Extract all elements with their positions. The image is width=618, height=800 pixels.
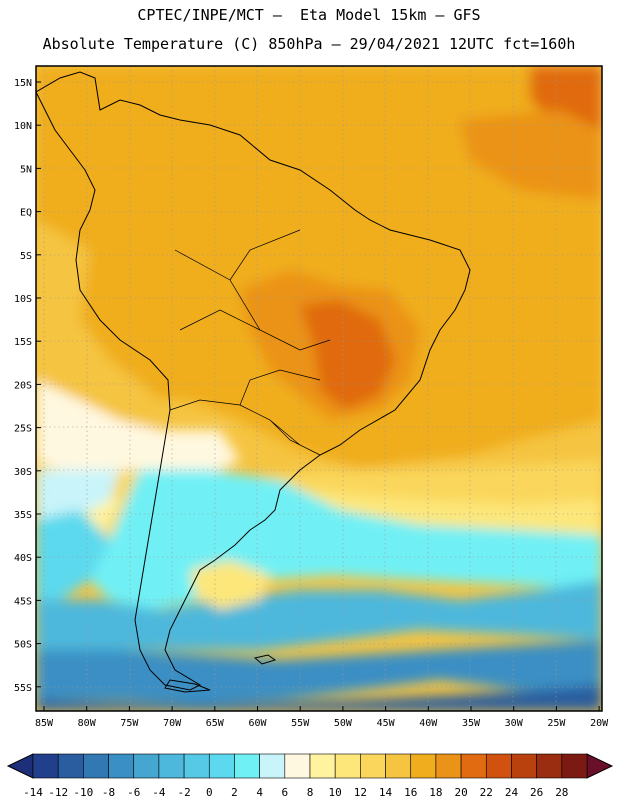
colorbar-swatch: [485, 753, 512, 779]
lat-label: 50S: [14, 640, 32, 651]
colorbar-swatch: [259, 753, 286, 779]
lat-label: 40S: [14, 553, 32, 564]
field-east-orange: [460, 110, 602, 200]
colorbar-swatch: [108, 753, 135, 779]
lon-label: 25W: [547, 718, 566, 729]
island-tierra: [164, 679, 211, 693]
map-field: [36, 66, 602, 711]
colorbar-swatch: [561, 753, 588, 779]
chart-subtitle: Absolute Temperature (C) 850hPa – 29/04/…: [42, 35, 576, 53]
colorbar-label: 16: [404, 786, 417, 799]
lat-label: 10N: [14, 121, 32, 132]
lon-label: 60W: [248, 718, 267, 729]
colorbar-swatch: [511, 753, 537, 779]
lon-label: 55W: [291, 718, 310, 729]
colorbar-swatch: [57, 753, 84, 779]
map-frame: [35, 65, 603, 712]
colorbar-label: -10: [73, 786, 93, 799]
colorbar-label: 6: [282, 786, 289, 799]
lat-label: 5S: [20, 251, 32, 262]
lat-label: 55S: [14, 683, 32, 694]
field-orange: [36, 66, 602, 470]
colorbar-swatch: [133, 753, 160, 779]
colorbar-label: 12: [354, 786, 367, 799]
colorbar-label: 18: [429, 786, 442, 799]
field-blue-3: [36, 685, 602, 711]
colorbar-label: -14: [23, 786, 43, 799]
lon-label: 35W: [462, 718, 481, 729]
colorbar-swatch: [183, 753, 210, 779]
lon-label: 70W: [163, 718, 182, 729]
coastline: [36, 71, 471, 693]
colorbar-label: 28: [555, 786, 568, 799]
lon-label: 75W: [120, 718, 139, 729]
island-falklands: [253, 654, 277, 665]
lat-label: 30S: [14, 467, 32, 478]
colorbar-swatch: [435, 753, 462, 779]
lon-label: 20W: [590, 718, 609, 729]
lon-label: 50W: [334, 718, 353, 729]
colorbar-label: 0: [206, 786, 213, 799]
colorbar-swatch: [536, 753, 563, 779]
colorbar-swatch: [158, 753, 185, 779]
colorbar-label: 14: [379, 786, 393, 799]
lon-label: 65W: [206, 718, 225, 729]
lon-label: 40W: [419, 718, 438, 729]
colorbar-label: -12: [48, 786, 68, 799]
colorbar-label: 2: [231, 786, 238, 799]
chart-title: CPTEC/INPE/MCT – Eta Model 15km – GFS: [137, 6, 481, 24]
colorbar-label: -6: [127, 786, 140, 799]
lat-label: 15N: [14, 78, 32, 89]
lat-label: 35S: [14, 510, 32, 521]
colorbar-label: 24: [505, 786, 519, 799]
field-light-cyan: [36, 470, 120, 520]
field-yellow-patch: [190, 560, 270, 610]
colorbar-swatch: [208, 753, 235, 779]
field-cyan-2: [36, 510, 110, 600]
colorbar-swatch: [410, 753, 437, 779]
latitude-labels: 15N 10N 5N EQ 5S 10S 15S 20S 25S 30S 35S 40S 45S 50S 5…: [14, 78, 41, 694]
colorbar-label: 8: [307, 786, 314, 799]
lat-label: 20S: [14, 380, 32, 391]
lat-label: 25S: [14, 424, 32, 435]
colorbar-swatch: [360, 753, 386, 779]
colorbar-swatch: [385, 753, 412, 779]
lat-label: EQ: [20, 208, 32, 219]
lat-label: 15S: [14, 337, 32, 348]
border-lines: [169, 229, 331, 456]
colorbar-label: -4: [152, 786, 166, 799]
lon-label: 85W: [35, 718, 54, 729]
colorbar-swatch: [460, 753, 487, 779]
field-blue-1: [36, 580, 602, 650]
colorbar-label: -8: [102, 786, 115, 799]
colorbar-label: 26: [530, 786, 543, 799]
colorbar-arrow-high: [586, 753, 614, 779]
colorbar-swatch: [83, 753, 109, 779]
lat-label: 5N: [20, 164, 32, 175]
lon-label: 45W: [377, 718, 396, 729]
field-red-orange: [300, 300, 395, 410]
lat-label: 10S: [14, 294, 32, 305]
colorbar-arrow-low: [6, 753, 34, 779]
colorbar-swatch: [284, 753, 311, 779]
colorbar-swatch: [32, 753, 59, 779]
colorbar-swatch: [334, 753, 361, 779]
colorbar-label: -2: [177, 786, 190, 799]
colorbar-swatch: [234, 753, 260, 779]
colorbar-label: 4: [256, 786, 263, 799]
colorbar-label: 20: [454, 786, 467, 799]
lon-label: 80W: [78, 718, 97, 729]
lon-label: 30W: [505, 718, 524, 729]
colorbar-swatch: [309, 753, 336, 779]
colorbar-label: 22: [480, 786, 493, 799]
longitude-labels: 85W 80W 75W 70W 65W 60W 55W 50W 45W 40W 35W 30W 25W 2…: [35, 706, 609, 729]
colorbar-label: 10: [329, 786, 342, 799]
field-blue-2: [36, 640, 602, 705]
lat-label: 45S: [14, 596, 32, 607]
